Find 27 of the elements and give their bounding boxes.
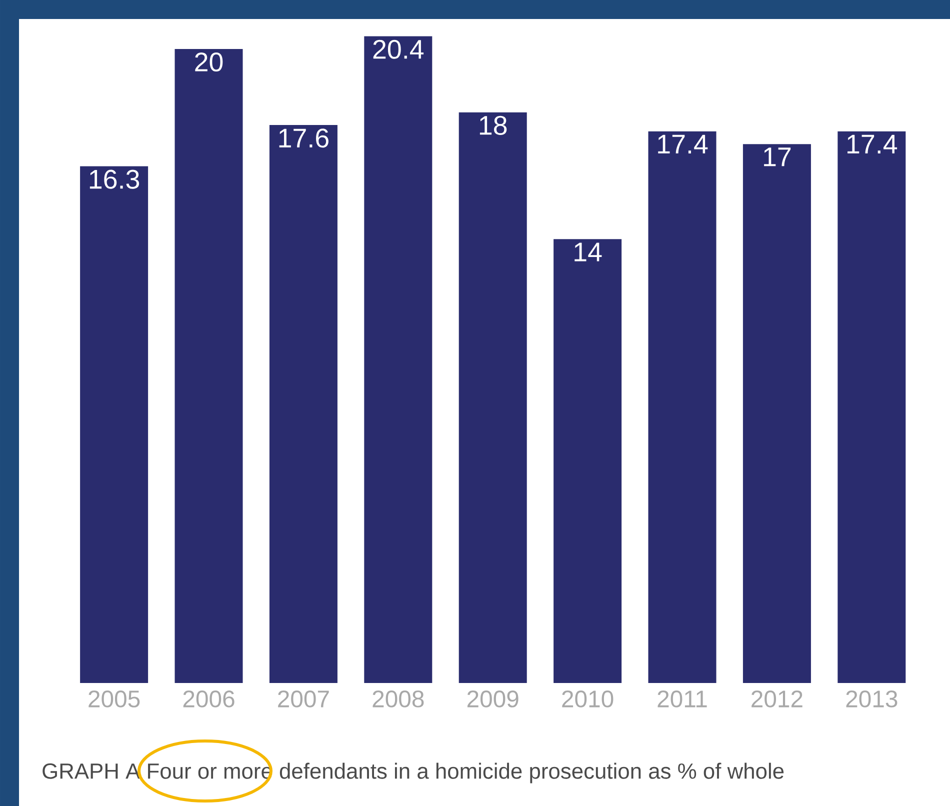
data-label: 16.3: [90, 170, 140, 189]
bar: [174, 48, 243, 683]
x-tick-label: 2011: [658, 690, 707, 708]
data-label: 18: [480, 116, 507, 135]
x-tick-label: 2012: [752, 690, 802, 708]
bar: [742, 144, 811, 683]
data-label: 14: [574, 242, 602, 262]
x-tick-label: 2013: [846, 690, 898, 708]
bar: [269, 125, 338, 683]
data-label: 17.6: [279, 128, 328, 148]
data-label: 20: [195, 52, 223, 72]
data-label: 20.4: [373, 40, 424, 59]
data-label: 17.4: [658, 134, 708, 154]
x-tick-label: 2008: [372, 690, 424, 708]
x-tick-label: 2009: [467, 690, 518, 708]
x-tick-label: 2010: [562, 690, 614, 708]
bar: [364, 36, 432, 683]
bar: [648, 131, 716, 683]
bar: [838, 131, 906, 683]
data-label: 17.4: [848, 134, 898, 154]
bar: [80, 166, 148, 683]
x-tick-label: 2006: [183, 690, 234, 708]
data-label: 17: [764, 148, 791, 166]
bar: [458, 112, 527, 683]
x-tick-label: 2007: [278, 690, 329, 708]
x-tick-label: 2005: [88, 690, 140, 708]
bar: [554, 239, 622, 683]
